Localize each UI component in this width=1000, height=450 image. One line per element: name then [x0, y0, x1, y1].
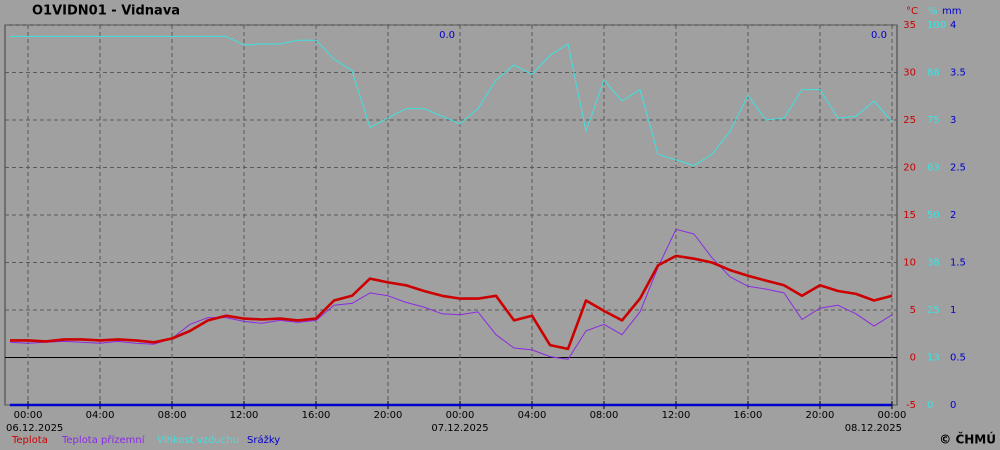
y3-tick-label: 1	[950, 305, 956, 316]
x-tick-label: 00:00	[878, 410, 907, 421]
date-label: 07.12.2025	[431, 423, 488, 434]
y2-tick-label: 75	[927, 115, 940, 126]
x-tick-label: 20:00	[806, 410, 835, 421]
date-label: 06.12.2025	[6, 423, 63, 434]
annotation: 0.0	[871, 30, 887, 41]
y-axis-label: °C	[906, 6, 918, 17]
y-tick-label: 15	[903, 210, 916, 221]
legend-entry: Teplota	[11, 435, 48, 446]
y3-axis-label: mm	[942, 6, 961, 17]
y2-tick-label: 50	[927, 210, 940, 221]
chart-title: O1VIDN01 - Vidnava	[32, 4, 180, 19]
x-tick-label: 00:00	[446, 410, 475, 421]
x-tick-label: 12:00	[662, 410, 691, 421]
y3-tick-label: 2	[950, 210, 956, 221]
date-label: 08.12.2025	[845, 423, 902, 434]
y2-tick-label: 13	[927, 353, 940, 364]
series-line	[10, 35, 893, 167]
y3-tick-label: 0	[950, 400, 956, 411]
series-line	[10, 254, 893, 351]
y-tick-label: 35	[903, 20, 916, 31]
y2-tick-label: 25	[927, 305, 940, 316]
copyright: © ČHMÚ	[939, 432, 996, 447]
legend-entry: Teplota přízemní	[61, 434, 146, 446]
y-tick-label: 10	[903, 258, 916, 269]
y-tick-label: 0	[910, 353, 916, 364]
x-tick-label: 00:00	[14, 410, 43, 421]
annotation: 0.0	[439, 30, 455, 41]
series-line	[9, 228, 893, 360]
x-tick-label: 16:00	[734, 410, 763, 421]
y3-tick-label: 4	[950, 20, 956, 31]
y-tick-label: 20	[903, 163, 916, 174]
y2-tick-label: 88	[927, 68, 940, 79]
x-tick-label: 16:00	[302, 410, 331, 421]
y2-tick-label: 38	[927, 258, 940, 269]
x-tick-label: 20:00	[374, 410, 403, 421]
x-tick-label: 08:00	[158, 410, 187, 421]
y-tick-label: -5	[906, 400, 916, 411]
y-tick-label: 5	[910, 305, 916, 316]
y2-tick-label: 63	[927, 163, 940, 174]
y2-tick-label: 0	[927, 400, 933, 411]
legend-entry: Vlhkost vzduchu	[157, 435, 239, 446]
x-tick-label: 04:00	[86, 410, 115, 421]
y2-tick-label: 100	[927, 20, 946, 31]
x-tick-label: 04:00	[518, 410, 547, 421]
y2-axis-label: %	[928, 6, 938, 17]
x-tick-label: 08:00	[590, 410, 619, 421]
y3-tick-label: 1.5	[950, 258, 966, 269]
y3-tick-label: 2.5	[950, 163, 966, 174]
y-tick-label: 30	[903, 68, 916, 79]
y3-tick-label: 3	[950, 115, 956, 126]
y-tick-label: 25	[903, 115, 916, 126]
x-tick-label: 12:00	[230, 410, 259, 421]
legend-entry: Srážky	[247, 434, 280, 446]
y3-tick-label: 0.5	[950, 353, 966, 364]
y3-tick-label: 3.5	[950, 68, 966, 79]
